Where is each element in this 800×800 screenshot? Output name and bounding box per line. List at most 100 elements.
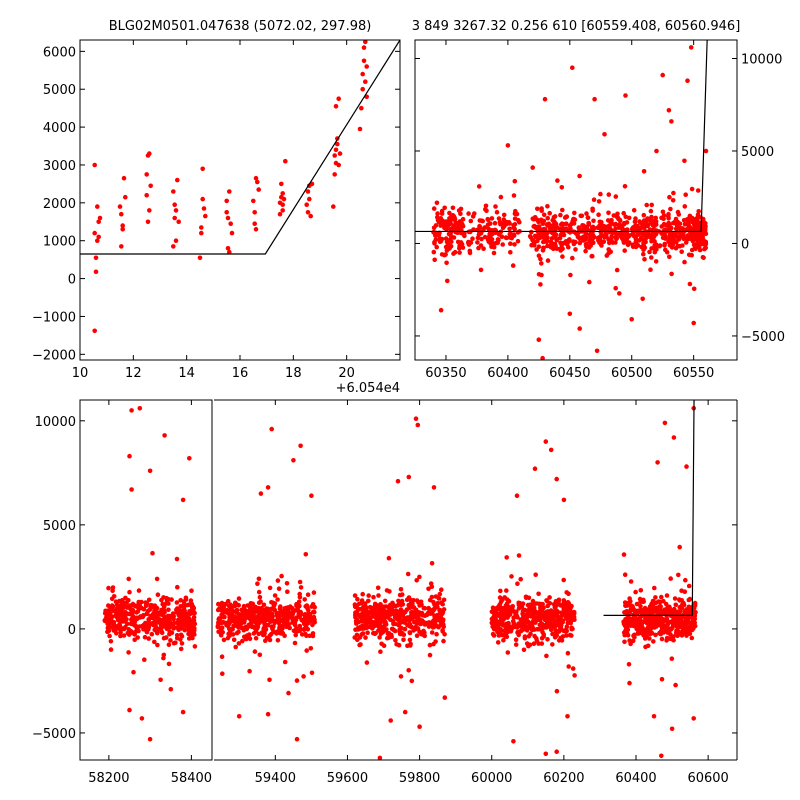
data-point xyxy=(177,617,183,622)
data-point xyxy=(613,221,618,227)
data-point xyxy=(282,659,288,665)
data-point xyxy=(127,707,132,713)
data-point xyxy=(679,598,684,603)
data-point xyxy=(352,593,358,598)
data-point xyxy=(658,604,663,609)
data-point xyxy=(261,602,267,608)
data-point xyxy=(552,635,558,640)
data-point xyxy=(655,460,660,465)
data-point xyxy=(253,227,259,232)
data-point xyxy=(682,204,688,209)
data-point xyxy=(256,187,262,192)
data-point xyxy=(590,206,595,212)
data-point xyxy=(685,234,691,239)
data-point xyxy=(151,604,156,610)
data-point xyxy=(399,631,404,637)
data-point xyxy=(389,626,395,632)
data-point xyxy=(675,219,681,225)
data-point xyxy=(650,598,656,604)
data-point xyxy=(247,668,252,674)
data-point xyxy=(499,234,505,239)
data-point xyxy=(528,631,533,637)
data-point xyxy=(561,240,566,246)
data-point xyxy=(93,269,99,275)
data-point xyxy=(506,220,512,225)
data-point xyxy=(643,644,648,650)
data-point xyxy=(507,226,512,232)
data-point xyxy=(640,296,645,302)
data-point xyxy=(626,240,632,245)
data-point xyxy=(92,230,97,236)
data-point xyxy=(158,612,164,617)
data-point xyxy=(681,602,687,608)
data-point xyxy=(554,238,559,243)
data-point xyxy=(523,595,529,600)
x-tick-label: 60400 xyxy=(487,366,528,381)
data-point xyxy=(120,227,125,232)
data-point xyxy=(108,612,113,618)
data-point xyxy=(640,612,646,617)
data-point xyxy=(252,221,257,226)
data-point xyxy=(441,597,447,603)
data-point xyxy=(155,592,161,597)
data-point xyxy=(415,422,421,428)
data-point xyxy=(185,602,190,608)
data-point xyxy=(526,609,532,614)
y-tick-label: −5000 xyxy=(32,727,76,742)
data-point xyxy=(224,210,229,215)
data-point xyxy=(403,609,408,614)
data-point xyxy=(276,586,282,591)
data-point xyxy=(401,637,406,643)
data-point xyxy=(365,624,371,630)
data-point xyxy=(680,243,685,248)
data-point xyxy=(306,607,311,613)
data-point xyxy=(651,220,657,225)
data-point xyxy=(498,631,503,637)
plot-frame xyxy=(79,399,213,761)
data-point xyxy=(556,599,561,605)
data-point xyxy=(527,234,533,239)
data-point xyxy=(126,576,131,582)
data-point xyxy=(561,497,567,503)
data-point xyxy=(661,598,666,604)
data-point xyxy=(111,627,116,632)
data-point xyxy=(483,203,489,209)
data-point xyxy=(241,615,246,620)
data-point xyxy=(513,611,519,617)
data-point xyxy=(284,619,290,624)
data-point xyxy=(307,633,312,639)
data-point xyxy=(669,119,674,124)
data-point xyxy=(215,624,221,630)
plot-frame xyxy=(414,39,738,361)
data-point xyxy=(508,629,514,634)
data-point xyxy=(414,578,420,583)
data-point xyxy=(239,618,245,624)
data-point xyxy=(642,628,647,634)
data-point xyxy=(398,674,404,679)
data-point xyxy=(234,630,240,636)
data-point xyxy=(606,247,611,252)
data-point xyxy=(642,257,647,262)
data-point xyxy=(662,241,667,247)
data-point xyxy=(667,610,672,615)
data-point xyxy=(111,594,117,599)
data-point xyxy=(155,642,160,648)
data-point xyxy=(120,223,125,228)
data-point xyxy=(458,211,463,217)
data-point xyxy=(243,636,249,642)
data-point xyxy=(513,642,519,647)
data-point xyxy=(572,673,577,678)
data-point xyxy=(466,239,471,245)
data-point xyxy=(161,652,167,658)
y-tick-label: 10000 xyxy=(35,415,76,430)
data-point xyxy=(666,108,672,113)
data-point xyxy=(682,259,687,265)
data-point xyxy=(406,474,412,480)
data-point xyxy=(545,609,550,615)
data-point xyxy=(561,577,566,583)
data-point xyxy=(659,594,664,600)
data-point xyxy=(532,627,537,632)
data-point xyxy=(597,219,603,225)
data-point xyxy=(192,644,198,649)
data-point xyxy=(504,602,510,608)
